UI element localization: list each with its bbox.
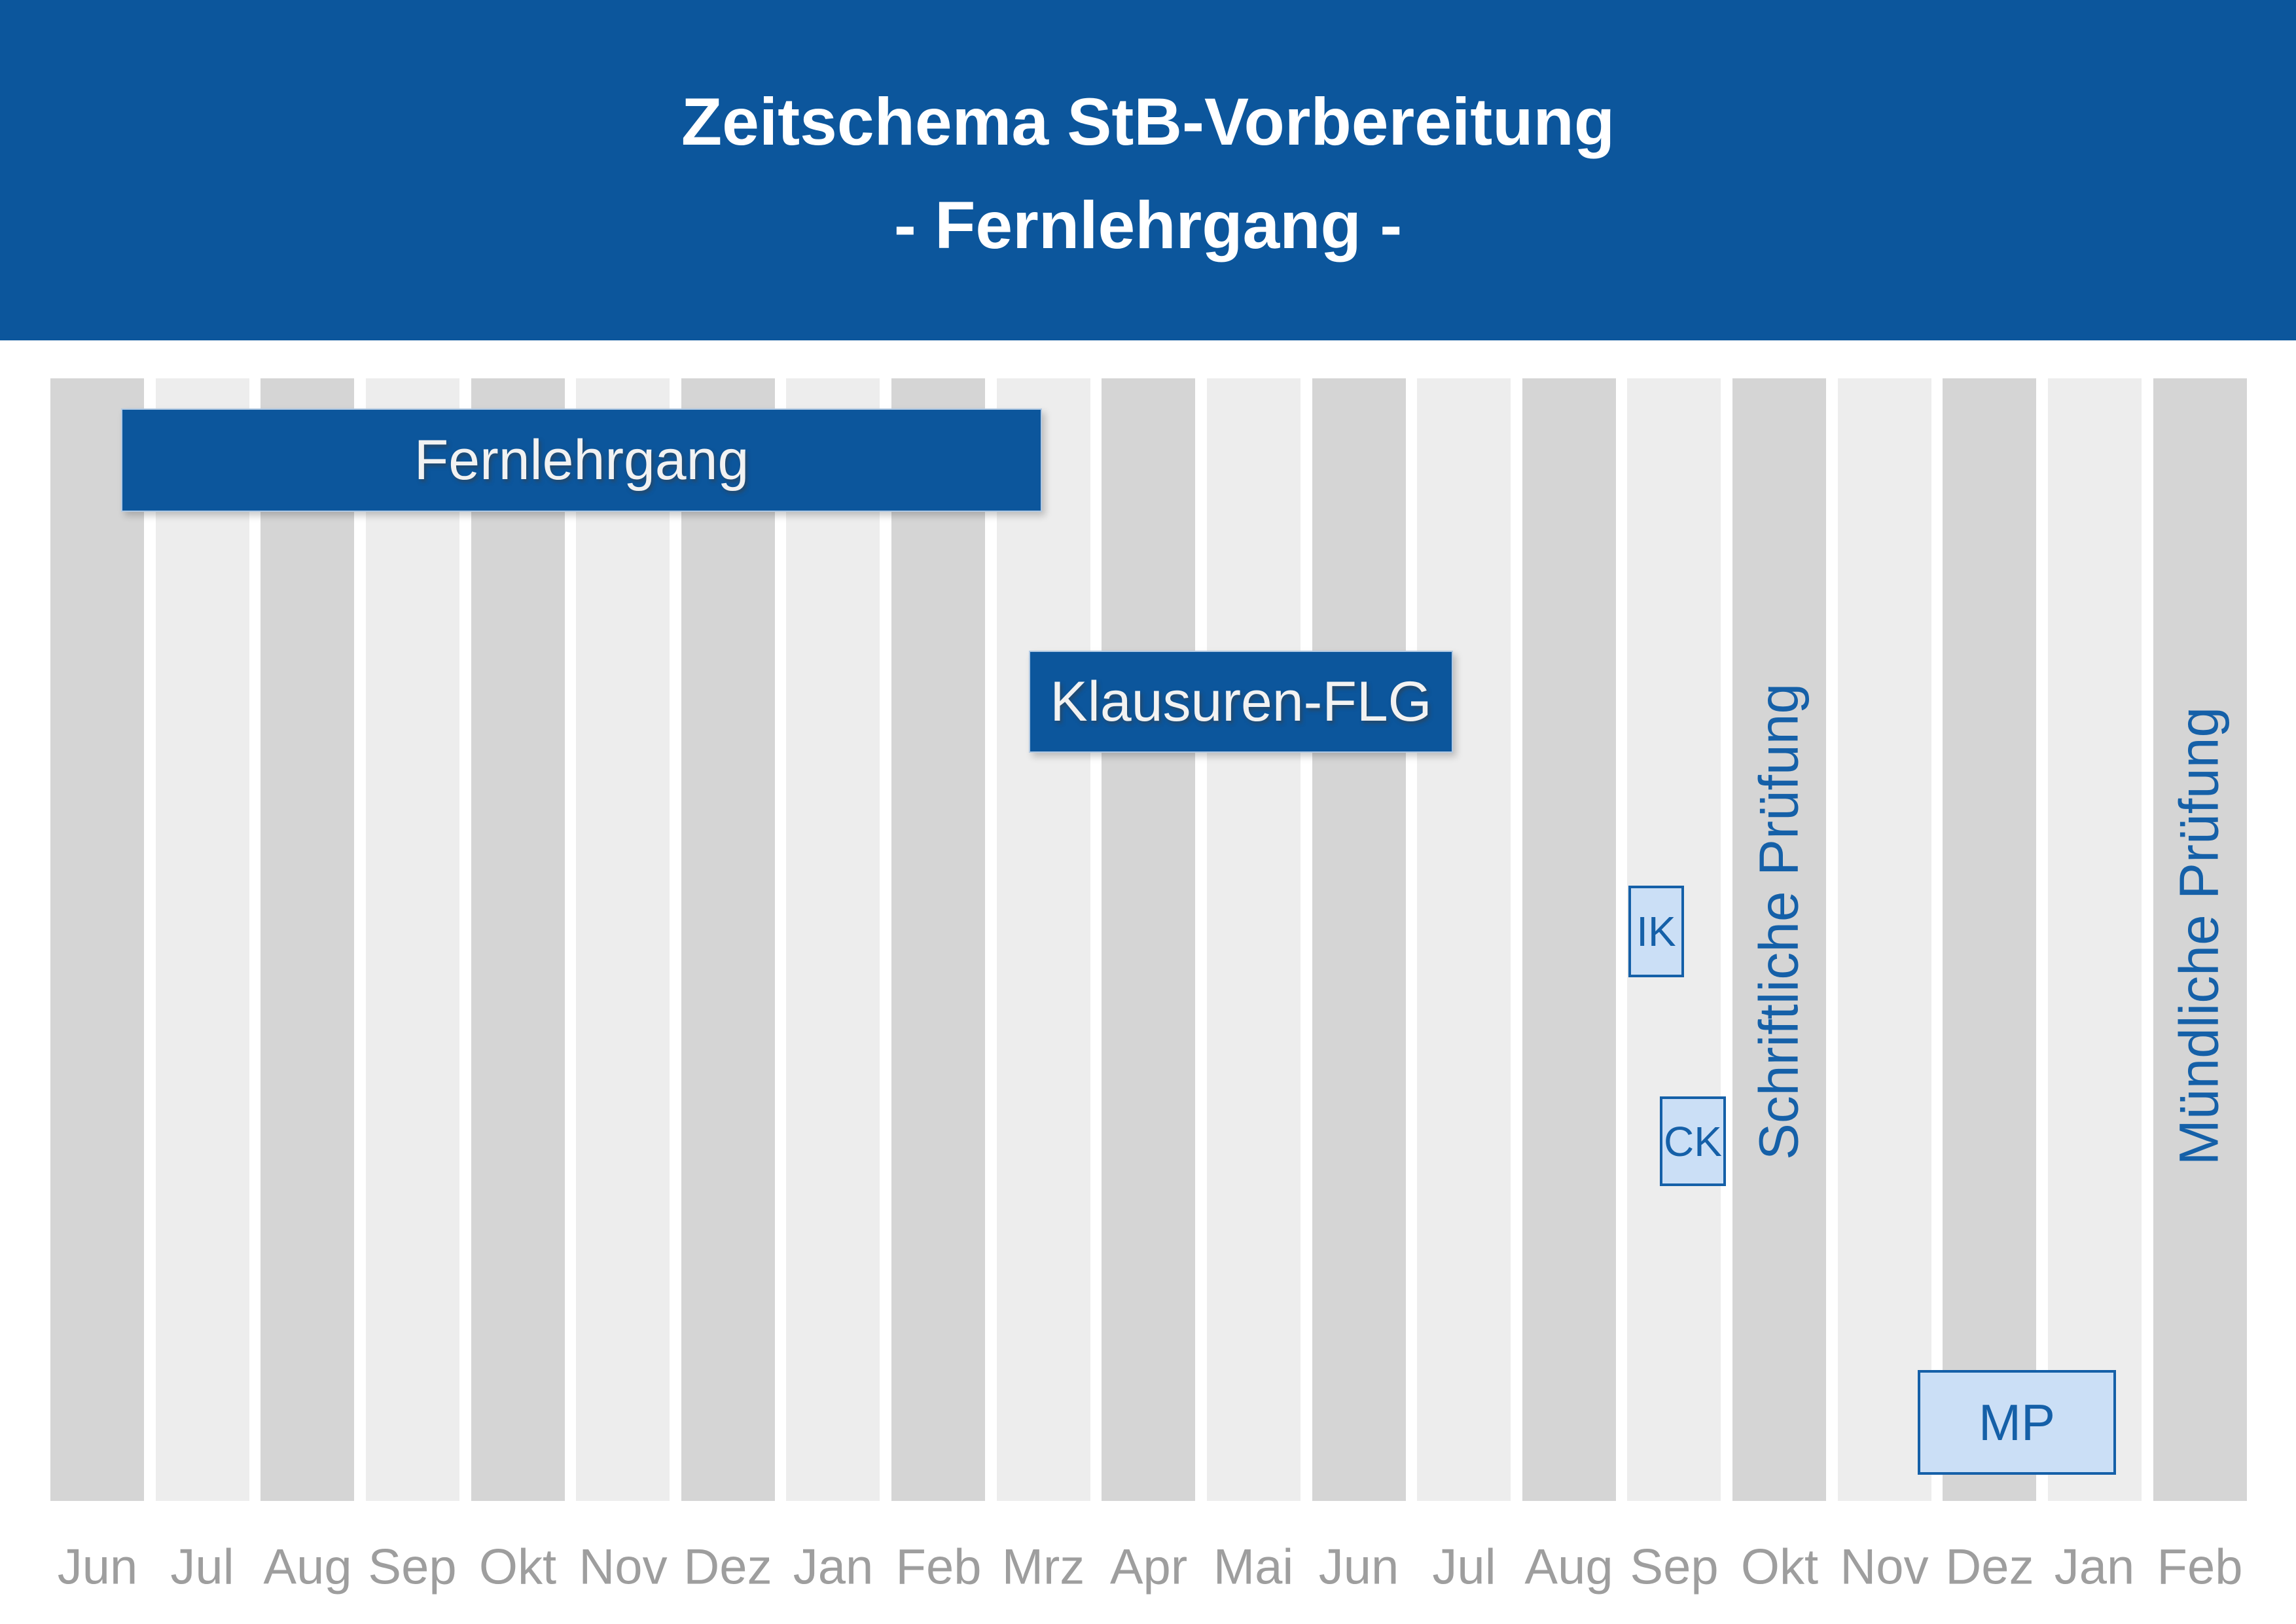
month-label-17: Okt: [1740, 1539, 1819, 1595]
page-title: Zeitschema StB-Vorbereitung: [681, 84, 1615, 159]
month-column-12: [1207, 378, 1300, 1501]
month-label-18: Nov: [1840, 1539, 1929, 1595]
month-label-7: Dez: [683, 1539, 772, 1595]
gantt-bar-klausuren-flg: Klausuren-FLG: [1029, 651, 1453, 753]
month-column-18: [1838, 378, 1931, 1501]
gantt-box-ck: CK: [1660, 1096, 1726, 1186]
month-column-7: [681, 378, 775, 1501]
month-column-10: [997, 378, 1090, 1501]
gantt-box-mp: MP: [1918, 1370, 2116, 1475]
month-column-1: [50, 378, 144, 1501]
month-column-15: [1522, 378, 1616, 1501]
gantt-bar-fernlehrgang: Fernlehrgang: [121, 408, 1042, 512]
month-label-3: Aug: [263, 1539, 352, 1595]
month-column-6: [576, 378, 670, 1501]
month-column-17: [1732, 378, 1826, 1501]
month-label-13: Jun: [1318, 1539, 1399, 1595]
month-label-6: Nov: [579, 1539, 668, 1595]
gantt-vertical-label-schriftliche-pr-fung: Schriftliche Prüfung: [1748, 683, 1810, 1161]
month-label-1: Jun: [57, 1539, 138, 1595]
month-column-5: [471, 378, 565, 1501]
month-label-12: Mai: [1213, 1539, 1294, 1595]
month-label-2: Jul: [170, 1539, 234, 1595]
month-column-19: [1943, 378, 2036, 1501]
month-label-10: Mrz: [1001, 1539, 1085, 1595]
gantt-vertical-label-m-ndliche-pr-fung: Mündliche Prüfung: [2168, 706, 2230, 1166]
month-label-8: Jan: [793, 1539, 874, 1595]
month-label-5: Okt: [478, 1539, 557, 1595]
month-label-15: Aug: [1524, 1539, 1613, 1595]
month-label-4: Sep: [368, 1539, 457, 1595]
month-label-9: Feb: [895, 1539, 982, 1595]
month-label-21: Feb: [2157, 1539, 2243, 1595]
month-column-14: [1417, 378, 1511, 1501]
month-label-11: Apr: [1109, 1539, 1188, 1595]
month-label-19: Dez: [1945, 1539, 2034, 1595]
month-column-2: [156, 378, 249, 1501]
month-column-4: [366, 378, 459, 1501]
header-banner: Zeitschema StB-Vorbereitung - Fernlehrga…: [0, 0, 2296, 340]
month-label-14: Jul: [1432, 1539, 1496, 1595]
month-column-20: [2048, 378, 2142, 1501]
gantt-box-ik: IK: [1628, 886, 1684, 977]
month-column-3: [260, 378, 354, 1501]
month-column-9: [891, 378, 985, 1501]
month-label-20: Jan: [2054, 1539, 2135, 1595]
month-column-8: [786, 378, 880, 1501]
month-column-11: [1102, 378, 1195, 1501]
month-column-21: [2153, 378, 2247, 1501]
month-label-16: Sep: [1630, 1539, 1719, 1595]
page-subtitle: - Fernlehrgang -: [893, 188, 1403, 262]
month-column-13: [1312, 378, 1406, 1501]
